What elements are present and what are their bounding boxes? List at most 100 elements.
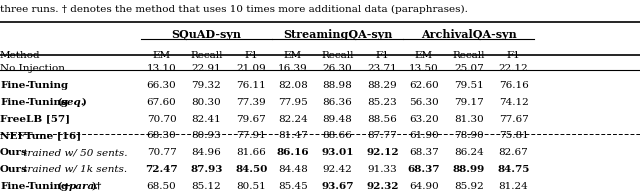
Text: 86.16: 86.16 xyxy=(276,148,309,157)
Text: 13.10: 13.10 xyxy=(147,64,177,73)
Text: (+: (+ xyxy=(54,182,76,191)
Text: SQuAD-syn: SQuAD-syn xyxy=(172,29,241,40)
Text: 80.51: 80.51 xyxy=(236,182,266,191)
Text: F1: F1 xyxy=(244,51,258,60)
Text: para.: para. xyxy=(69,182,99,191)
Text: 77.91: 77.91 xyxy=(236,131,266,140)
Text: Recall: Recall xyxy=(321,51,354,60)
Text: 82.08: 82.08 xyxy=(278,81,308,90)
Text: )†: )† xyxy=(92,182,102,191)
Text: 56.30: 56.30 xyxy=(409,98,439,107)
Text: FreeLB [57]: FreeLB [57] xyxy=(0,115,70,124)
Text: 87.93: 87.93 xyxy=(190,165,223,174)
Text: 81.47: 81.47 xyxy=(278,131,308,140)
Text: 92.12: 92.12 xyxy=(366,148,399,157)
Text: Method: Method xyxy=(0,51,40,60)
Text: 72.47: 72.47 xyxy=(145,165,178,174)
Text: three runs. † denotes the method that uses 10 times more additional data (paraph: three runs. † denotes the method that us… xyxy=(0,4,468,14)
Text: Fine-Tuning: Fine-Tuning xyxy=(0,81,68,90)
Text: 93.01: 93.01 xyxy=(321,148,354,157)
Text: 88.29: 88.29 xyxy=(367,81,397,90)
Text: 86.36: 86.36 xyxy=(323,98,353,107)
Text: 22.12: 22.12 xyxy=(499,64,529,73)
Text: 81.24: 81.24 xyxy=(499,182,529,191)
Text: 77.39: 77.39 xyxy=(236,98,266,107)
Text: 70.70: 70.70 xyxy=(147,115,177,124)
Text: 92.32: 92.32 xyxy=(366,182,399,191)
Text: 13.50: 13.50 xyxy=(409,64,439,73)
Text: 79.67: 79.67 xyxy=(236,115,266,124)
Text: EM: EM xyxy=(415,51,433,60)
Text: 75.81: 75.81 xyxy=(499,131,529,140)
Text: Recall: Recall xyxy=(452,51,485,60)
Text: 84.96: 84.96 xyxy=(191,148,221,157)
Text: 68.30: 68.30 xyxy=(147,131,177,140)
Text: 74.12: 74.12 xyxy=(499,98,529,107)
Text: trained w/ 50 sents.: trained w/ 50 sents. xyxy=(20,148,128,157)
Text: 84.50: 84.50 xyxy=(235,165,268,174)
Text: 86.24: 86.24 xyxy=(454,148,484,157)
Text: 78.90: 78.90 xyxy=(454,131,484,140)
Text: ArchivalQA-syn: ArchivalQA-syn xyxy=(421,29,516,40)
Text: 77.95: 77.95 xyxy=(278,98,308,107)
Text: 66.30: 66.30 xyxy=(147,81,177,90)
Text: 22.91: 22.91 xyxy=(191,64,221,73)
Text: 67.60: 67.60 xyxy=(147,98,177,107)
Text: 77.67: 77.67 xyxy=(499,115,529,124)
Text: 80.30: 80.30 xyxy=(191,98,221,107)
Text: EM: EM xyxy=(152,51,171,60)
Text: 76.11: 76.11 xyxy=(236,81,266,90)
Text: StreamingQA-syn: StreamingQA-syn xyxy=(283,29,392,40)
Text: 76.16: 76.16 xyxy=(499,81,529,90)
Text: 85.12: 85.12 xyxy=(191,182,221,191)
Text: 91.33: 91.33 xyxy=(367,165,397,174)
Text: 82.41: 82.41 xyxy=(191,115,221,124)
Text: NEFTune [16]: NEFTune [16] xyxy=(0,131,81,140)
Text: 64.90: 64.90 xyxy=(409,182,439,191)
Text: 68.37: 68.37 xyxy=(409,148,439,157)
Text: (: ( xyxy=(54,98,63,107)
Text: 87.77: 87.77 xyxy=(367,131,397,140)
Text: 61.90: 61.90 xyxy=(409,131,439,140)
Text: 68.50: 68.50 xyxy=(147,182,177,191)
Text: 88.98: 88.98 xyxy=(323,81,353,90)
Text: 82.24: 82.24 xyxy=(278,115,308,124)
Text: Fine-Tuning: Fine-Tuning xyxy=(0,182,68,191)
Text: 89.48: 89.48 xyxy=(323,115,353,124)
Text: F1: F1 xyxy=(376,51,389,60)
Text: 88.99: 88.99 xyxy=(452,165,485,174)
Text: 63.20: 63.20 xyxy=(409,115,439,124)
Text: 68.37: 68.37 xyxy=(408,165,440,174)
Text: 84.48: 84.48 xyxy=(278,165,308,174)
Text: Ours: Ours xyxy=(0,148,28,157)
Text: 85.92: 85.92 xyxy=(454,182,484,191)
Text: 16.39: 16.39 xyxy=(278,64,308,73)
Text: 79.17: 79.17 xyxy=(454,98,484,107)
Text: 81.66: 81.66 xyxy=(236,148,266,157)
Text: 82.67: 82.67 xyxy=(499,148,529,157)
Text: EM: EM xyxy=(284,51,302,60)
Text: 25.07: 25.07 xyxy=(454,64,484,73)
Text: No Injection: No Injection xyxy=(0,64,65,73)
Text: 26.30: 26.30 xyxy=(323,64,353,73)
Text: 88.66: 88.66 xyxy=(323,131,353,140)
Text: 79.32: 79.32 xyxy=(191,81,221,90)
Text: ): ) xyxy=(82,98,87,107)
Text: 84.75: 84.75 xyxy=(497,165,530,174)
Text: seq.: seq. xyxy=(61,98,84,107)
Text: 81.30: 81.30 xyxy=(454,115,484,124)
Text: 70.77: 70.77 xyxy=(147,148,177,157)
Text: Recall: Recall xyxy=(190,51,223,60)
Text: Ours: Ours xyxy=(0,165,28,174)
Text: 79.51: 79.51 xyxy=(454,81,484,90)
Text: 93.67: 93.67 xyxy=(321,182,354,191)
Text: 85.45: 85.45 xyxy=(278,182,308,191)
Text: 23.71: 23.71 xyxy=(367,64,397,73)
Text: F1: F1 xyxy=(507,51,520,60)
Text: 85.23: 85.23 xyxy=(367,98,397,107)
Text: 21.09: 21.09 xyxy=(236,64,266,73)
Text: Fine-Tuning: Fine-Tuning xyxy=(0,98,68,107)
Text: 88.56: 88.56 xyxy=(367,115,397,124)
Text: 92.42: 92.42 xyxy=(323,165,353,174)
Text: trained w/ 1k sents.: trained w/ 1k sents. xyxy=(20,165,127,174)
